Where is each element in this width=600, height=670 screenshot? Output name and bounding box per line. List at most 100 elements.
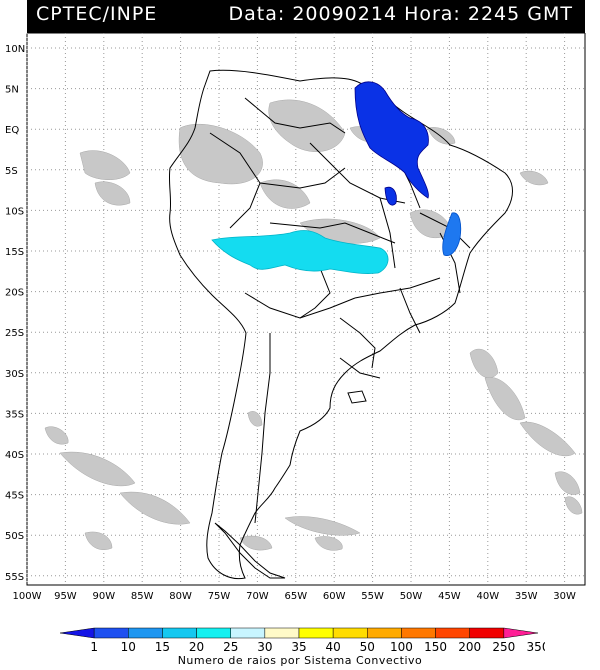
lon-label: 50W <box>400 591 423 602</box>
country-border <box>259 167 346 189</box>
lon-label: 70W <box>246 591 269 602</box>
lon-label: 75W <box>208 591 231 602</box>
lon-label: 40W <box>476 591 499 602</box>
colorbar-tick-label: 30 <box>257 640 272 654</box>
colorbar-tick-label: 350 <box>527 640 545 654</box>
lightning-cluster-mid-blue <box>442 212 462 256</box>
lat-label: 10S <box>5 206 24 217</box>
lightning-cluster-dark-blue <box>354 81 429 199</box>
colorbar-segment <box>367 627 402 639</box>
map-header: CPTEC/INPE Data: 20090214 Hora: 2245 GMT <box>27 0 585 33</box>
lat-label: 5S <box>5 166 18 177</box>
colorbar-segments <box>59 627 539 639</box>
lon-label: 85W <box>131 591 154 602</box>
colorbar-tick-label: 15 <box>155 640 170 654</box>
colorbar-segment <box>503 627 539 639</box>
lat-label: 25S <box>5 328 24 339</box>
datetime-label: Data: 20090214 Hora: 2245 GMT <box>228 3 573 25</box>
falklands <box>347 390 367 404</box>
colorbar-tick-label: 10 <box>121 640 136 654</box>
lightning-cluster-cyan <box>211 230 389 274</box>
cloud-area <box>44 426 69 445</box>
lat-label: 15S <box>5 247 24 258</box>
cloud-area <box>239 535 273 551</box>
colorbar-segment <box>332 627 368 639</box>
cloud-area <box>484 376 526 421</box>
colorbar-tick-label: 20 <box>189 640 204 654</box>
cloud-area <box>84 531 113 550</box>
country-border <box>354 277 441 299</box>
colorbar-segment <box>469 627 505 639</box>
colorbar-segment <box>93 627 129 639</box>
colorbar-tick-label: 40 <box>326 640 341 654</box>
colorbar-segment <box>264 627 300 639</box>
lon-label: 90W <box>92 591 115 602</box>
lat-label: 50S <box>5 531 24 542</box>
lat-label: 10N <box>5 44 25 55</box>
source-label: CPTEC/INPE <box>36 3 158 25</box>
cloud-area <box>79 150 131 180</box>
colorbar-tick-label: 50 <box>360 640 375 654</box>
cloud-area <box>94 181 131 206</box>
colorbar-segment <box>128 627 163 639</box>
cloud-area <box>564 496 583 515</box>
colorbar-tick-label: 150 <box>424 640 447 654</box>
lon-label: 30W <box>553 591 576 602</box>
colorbar-tick-label: 25 <box>223 640 238 654</box>
country-border <box>244 292 356 319</box>
cloud-area <box>259 179 311 209</box>
lon-label: 45W <box>438 591 461 602</box>
country-border <box>339 317 376 369</box>
lat-label: 55S <box>5 572 24 583</box>
cloud-area <box>469 348 499 378</box>
colorbar-tick-label: 100 <box>390 640 413 654</box>
cloud-area <box>59 451 136 487</box>
country-border <box>379 197 396 269</box>
country-border <box>269 222 396 244</box>
lat-label: 40S <box>5 450 24 461</box>
colorbar-segment <box>401 627 436 639</box>
lon-label: 100W <box>13 591 42 602</box>
lon-label: 60W <box>323 591 346 602</box>
map-panel: 10N 5N EQ 5S 10S 15S 20S 25S 30S 35S 40S 45S 50S 55S 1… <box>0 33 600 603</box>
south-america-coastline <box>168 69 513 580</box>
cloud-area <box>519 170 549 186</box>
south-america-map: 10N 5N EQ 5S 10S 15S 20S 25S 30S 35S 40S 45S 50S 55S 1… <box>5 33 586 602</box>
lat-label: 45S <box>5 491 24 502</box>
cloud-area <box>119 491 191 525</box>
colorbar-tick-label: 250 <box>492 640 515 654</box>
colorbar-title: Numero de raios por Sistema Convectivo <box>177 654 423 667</box>
colorbar-tick-label: 200 <box>458 640 481 654</box>
country-border <box>254 333 271 524</box>
lat-label: EQ <box>5 125 19 136</box>
cloud-area <box>314 536 343 551</box>
country-border <box>339 357 381 379</box>
country-border <box>244 97 346 134</box>
cloud-area <box>178 124 263 185</box>
lon-label: 95W <box>54 591 77 602</box>
lat-label: 35S <box>5 409 24 420</box>
lon-label: 65W <box>284 591 307 602</box>
lon-label: 80W <box>169 591 192 602</box>
lat-label: 5N <box>5 85 19 96</box>
colorbar: 1 10 15 20 25 30 35 40 50 100 150 200 250 350 <box>59 627 545 654</box>
colorbar-segment <box>435 627 470 639</box>
lon-label: 55W <box>361 591 384 602</box>
colorbar-tick-label: 1 <box>90 640 98 654</box>
colorbar-segment <box>298 627 334 639</box>
colorbar-segment <box>162 627 197 639</box>
colorbar-labels: 1 10 15 20 25 30 35 40 50 100 150 200 250 350 <box>90 640 545 654</box>
cloud-area <box>268 99 346 152</box>
cloud-cover <box>44 99 583 551</box>
lightning-cluster-dark-blue <box>384 186 397 206</box>
cloud-area <box>247 411 263 427</box>
lightning-clusters <box>211 81 462 274</box>
colorbar-tick-label: 35 <box>291 640 306 654</box>
tierra-del-fuego <box>214 522 286 579</box>
cloud-area <box>519 421 576 457</box>
cloud-area <box>284 516 361 536</box>
colorbar-segment <box>230 627 266 639</box>
lon-label: 35W <box>515 591 538 602</box>
colorbar-segment <box>196 627 231 639</box>
lat-label: 20S <box>5 288 24 299</box>
